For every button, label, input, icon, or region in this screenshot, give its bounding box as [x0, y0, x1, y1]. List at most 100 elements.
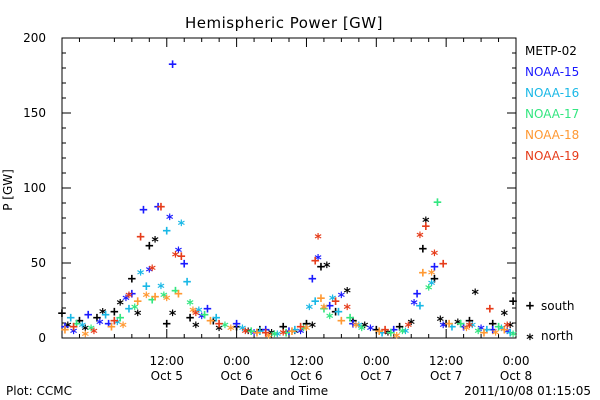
point-noaa-17-north: * [221, 320, 229, 336]
point-noaa-18-south: + [317, 291, 325, 307]
point-metp-02-north: * [64, 320, 72, 336]
point-noaa-19-south: + [69, 319, 77, 335]
point-metp-02-north: * [215, 323, 223, 339]
point-noaa-17-south: + [171, 283, 179, 299]
point-noaa-16-north: * [497, 323, 505, 339]
x-tick-label-date: Oct 5 [151, 369, 183, 383]
point-noaa-16-north: * [113, 317, 121, 333]
point-noaa-16-south: + [448, 319, 456, 335]
point-noaa-18-north: * [163, 293, 171, 309]
point-metp-02-south: + [93, 310, 101, 326]
point-noaa-16-north: * [273, 329, 281, 345]
point-noaa-17-north: * [358, 323, 366, 339]
x-tick-label-date: Oct 6 [221, 369, 253, 383]
point-noaa-17-south: + [200, 307, 208, 323]
point-noaa-19-north: * [192, 308, 200, 324]
point-noaa-16-south: + [378, 325, 386, 341]
point-noaa-16-south: + [416, 298, 424, 314]
point-noaa-19-south: + [136, 229, 144, 245]
point-metp-02-south: + [128, 271, 136, 287]
point-noaa-18-north: * [427, 268, 435, 284]
point-noaa-17-north: * [326, 311, 334, 327]
point-metp-02-south: + [509, 294, 517, 310]
x-tick-label-date: Oct 8 [500, 369, 532, 383]
point-metp-02-north: * [384, 328, 392, 344]
data-points: + + + ++++ + + + + + +++++ ++++ + ++* ******* * * * * ****… [58, 57, 518, 347]
point-noaa-15-south: + [180, 256, 188, 272]
point-noaa-18-north: * [189, 305, 197, 321]
legend-noaa-15: NOAA-15 [525, 65, 579, 79]
point-noaa-17-south: + [346, 310, 354, 326]
x-tick-label-time: 12:00 [429, 354, 464, 368]
point-noaa-19-south: + [486, 301, 494, 317]
point-metp-02-south: + [430, 271, 438, 287]
point-noaa-17-north: * [270, 329, 278, 345]
point-metp-02-south: + [110, 304, 118, 320]
point-noaa-19-south: + [311, 253, 319, 269]
point-noaa-15-south: + [168, 57, 176, 73]
point-noaa-16-north: * [136, 268, 144, 284]
point-noaa-19-north: * [404, 320, 412, 336]
y-tick-label: 150 [23, 106, 46, 120]
point-noaa-16-north: * [328, 293, 336, 309]
point-noaa-15-north: * [314, 253, 322, 269]
point-noaa-16-south: + [163, 223, 171, 239]
point-metp-02-north: * [343, 286, 351, 302]
point-noaa-19-north: * [343, 302, 351, 318]
point-noaa-19-north: * [171, 250, 179, 266]
point-noaa-15-north: * [250, 328, 258, 344]
point-metp-02-south: + [349, 313, 357, 329]
point-metp-02-south: + [186, 310, 194, 326]
point-metp-02-north: * [192, 320, 200, 336]
point-noaa-16-south: + [334, 304, 342, 320]
point-noaa-17-north: * [474, 326, 482, 342]
point-noaa-18-north: * [302, 323, 310, 339]
point-noaa-15-north: * [337, 290, 345, 306]
y-tick-label: 100 [23, 181, 46, 195]
point-metp-02-north: * [133, 308, 141, 324]
point-noaa-19-south: + [296, 319, 304, 335]
point-noaa-19-south: + [177, 249, 185, 265]
point-noaa-19-north: * [241, 326, 249, 342]
point-noaa-15-north: * [145, 265, 153, 281]
point-noaa-16-south: + [483, 322, 491, 338]
point-metp-02-north: * [151, 235, 159, 251]
point-metp-02-north: * [99, 307, 107, 323]
point-noaa-18-north: * [264, 331, 272, 347]
point-noaa-18-south: + [288, 324, 296, 340]
point-noaa-19-south: + [331, 294, 339, 310]
point-noaa-15-north: * [439, 320, 447, 336]
point-noaa-19-north: * [416, 230, 424, 246]
point-noaa-19-north: * [90, 326, 98, 342]
point-metp-02-north: * [360, 320, 368, 336]
point-noaa-16-south: + [212, 310, 220, 326]
x-tick-label-time: 0:00 [503, 354, 530, 368]
point-noaa-15-south: + [84, 307, 92, 323]
series-legend: METP-02 NOAA-15 NOAA-16 NOAA-17 NOAA-18 NOAA-… [525, 44, 579, 163]
point-noaa-16-south: + [67, 310, 75, 326]
point-metp-02-north: * [323, 260, 331, 276]
x-tick-label-date: Oct 6 [290, 369, 322, 383]
y-tick-label: 50 [31, 256, 46, 270]
point-noaa-18-north: * [320, 302, 328, 318]
point-noaa-15-north: * [366, 323, 374, 339]
marker-label-north: north [541, 329, 573, 343]
point-noaa-17-north: * [87, 323, 95, 339]
marker-legend: + south * north [526, 298, 575, 348]
point-noaa-17-north: * [299, 323, 307, 339]
point-noaa-19-north: * [465, 320, 473, 336]
point-metp-02-north: * [308, 320, 316, 336]
point-metp-02-south: + [209, 313, 217, 329]
point-noaa-19-south: + [381, 322, 389, 338]
point-noaa-17-north: * [160, 290, 168, 306]
point-metp-02-north: * [506, 320, 514, 336]
point-noaa-15-south: + [154, 199, 162, 215]
point-noaa-15-south: + [128, 286, 136, 302]
point-noaa-16-south: + [142, 279, 150, 295]
point-noaa-15-south: + [390, 322, 398, 338]
point-metp-02-north: * [500, 308, 508, 324]
point-noaa-17-south: + [320, 301, 328, 317]
point-noaa-15-south: + [488, 322, 496, 338]
point-noaa-15-north: * [477, 323, 485, 339]
